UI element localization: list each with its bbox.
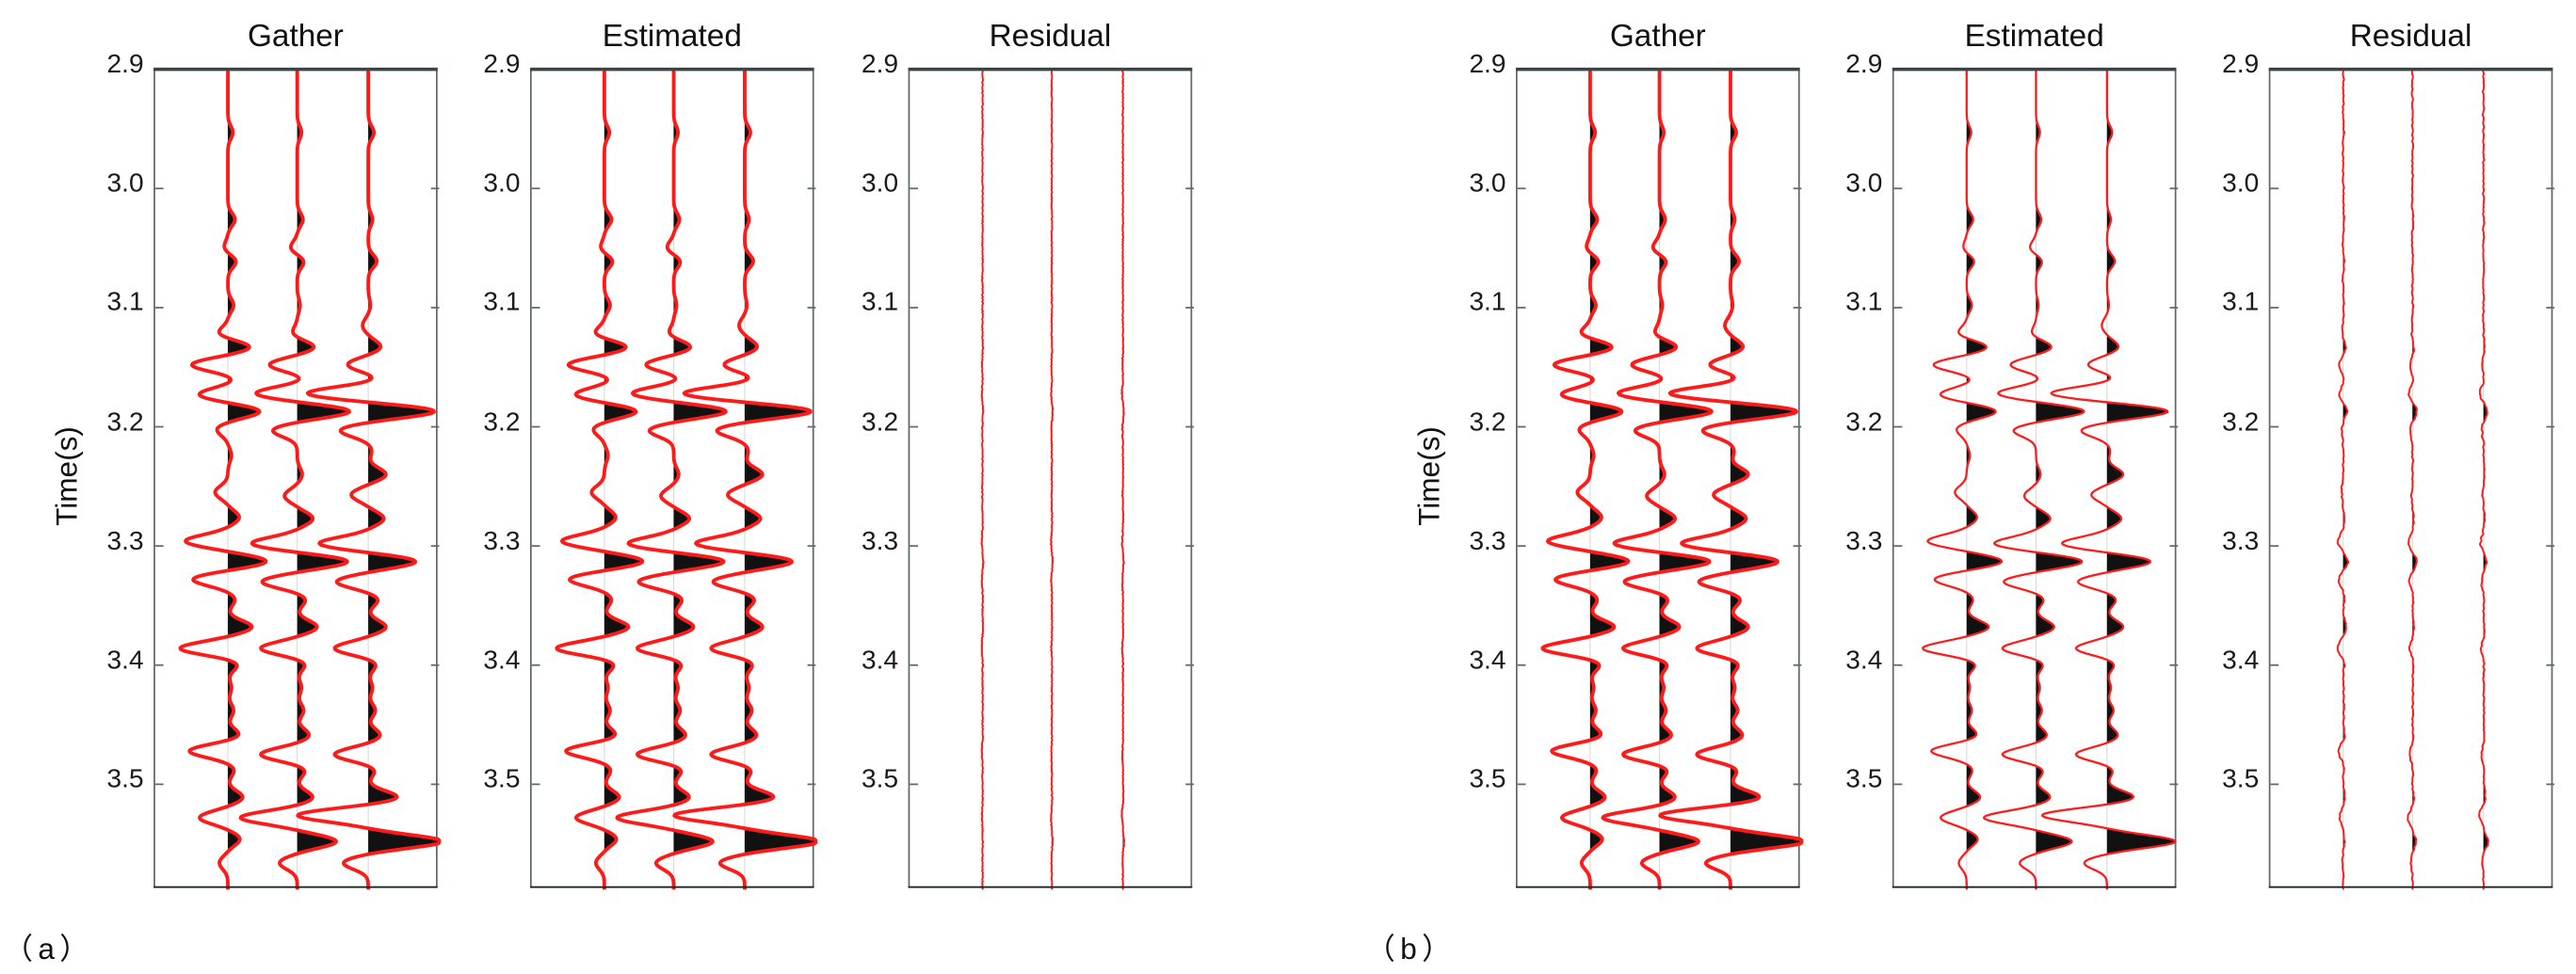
trace-fill [1589,69,1629,853]
panel-title: Estimated [1964,20,2104,55]
panel-title: Residual [989,20,1112,55]
axis-bottom [153,886,438,888]
axis-bottom [2268,886,2553,888]
y-tick-label: 3.3 [1845,527,1883,556]
y-tick-label: 2.9 [106,51,144,80]
trace-wiggle [178,68,268,890]
y-tick-label: 3.2 [861,408,899,438]
y-tick-label: 3.1 [1845,289,1883,318]
axis-bottom [529,886,814,888]
y-tick-label: 3.1 [2222,289,2260,318]
wiggle-panel-estimated [1892,67,2179,890]
axis-top [529,67,814,72]
y-axis-label: Time(s) [50,426,84,526]
y-tick-label: 3.4 [2222,647,2260,676]
y-tick-label: 3.4 [106,647,144,676]
axis-bottom [1892,886,2177,888]
trace-wiggle [1540,68,1631,890]
y-tick-label: 3.1 [483,289,521,318]
trace-wiggle [980,69,985,890]
trace-fill [297,69,349,854]
y-tick-label: 3.2 [483,408,521,438]
y-tick-label: 2.9 [861,51,899,80]
subfigure-label: （b） [1365,932,1457,966]
y-tick-label: 3.5 [2222,766,2260,794]
trace-wiggle [296,68,442,890]
subfigure-label: （a） [3,932,94,966]
y-tick-label: 3.2 [1469,408,1506,438]
y-tick-label: 3.0 [861,169,899,199]
y-tick-label: 3.2 [106,408,144,438]
y-tick-label: 2.9 [2222,51,2260,80]
trace-fill [673,69,726,854]
y-tick-label: 3.5 [483,766,521,794]
panel-title: Estimated [602,20,742,55]
y-tick-label: 3.3 [861,527,899,556]
y-tick-label: 2.9 [1469,51,1506,80]
axis-bottom [1515,886,1800,888]
wiggle-panel-gather [1515,67,1804,890]
trace-wiggle [2040,69,2177,890]
y-tick-label: 3.1 [1469,289,1506,318]
y-tick-label: 3.5 [861,766,899,794]
y-tick-label: 3.3 [106,527,144,556]
trace-wiggle [1922,69,2004,890]
trace-wiggle [1658,68,1804,890]
axis-top [2268,67,2553,72]
y-tick-label: 3.3 [1469,527,1506,556]
axis-top [153,67,438,72]
y-tick-label: 3.5 [106,766,144,794]
panel-title: Residual [2349,20,2472,55]
trace-wiggle [2407,69,2419,890]
y-tick-label: 3.2 [2222,408,2260,438]
trace-wiggle [615,68,728,890]
trace-fill [2036,69,2085,854]
y-tick-label: 3.4 [861,647,899,676]
wiggle-panel-gather [153,67,442,890]
y-tick-label: 3.0 [2222,169,2260,199]
wiggle-panel-residual [2268,67,2555,890]
y-axis-label: Time(s) [1412,426,1446,526]
y-tick-label: 3.5 [1845,766,1883,794]
trace-wiggle [1120,69,1126,890]
y-tick-label: 3.3 [2222,527,2260,556]
y-tick-label: 2.9 [483,51,521,80]
y-tick-label: 3.0 [483,169,521,199]
trace-wiggle [1982,69,2085,890]
trace-fill [1659,69,1712,854]
y-tick-label: 3.2 [1845,408,1883,438]
trace-wiggle [2336,69,2350,890]
y-tick-label: 3.4 [1469,647,1506,676]
trace-wiggle [672,68,818,890]
axis-top [1892,67,2177,72]
y-tick-label: 3.1 [861,289,899,318]
trace-fill [604,69,643,853]
trace-wiggle [1601,68,1714,890]
trace-wiggle [555,68,645,890]
trace-wiggle [238,68,351,890]
trace-fill [1966,69,2003,853]
y-tick-label: 3.0 [1845,169,1883,199]
wiggle-panel-residual [908,67,1194,890]
panel-title: Gather [247,20,344,55]
axis-bottom [908,886,1193,888]
y-tick-label: 2.9 [1845,51,1883,80]
y-tick-label: 3.4 [1845,647,1883,676]
y-tick-label: 3.3 [483,527,521,556]
wiggle-panel-estimated [529,67,818,890]
y-tick-label: 3.5 [1469,766,1506,794]
y-tick-label: 3.4 [483,647,521,676]
axis-top [1515,67,1800,72]
trace-wiggle [2478,69,2489,890]
axis-top [908,67,1193,72]
y-tick-label: 3.0 [106,169,144,199]
panel-title: Gather [1609,20,1706,55]
trace-fill [228,69,266,853]
y-tick-label: 3.0 [1469,169,1506,199]
trace-wiggle [1050,69,1055,890]
y-tick-label: 3.1 [106,289,144,318]
